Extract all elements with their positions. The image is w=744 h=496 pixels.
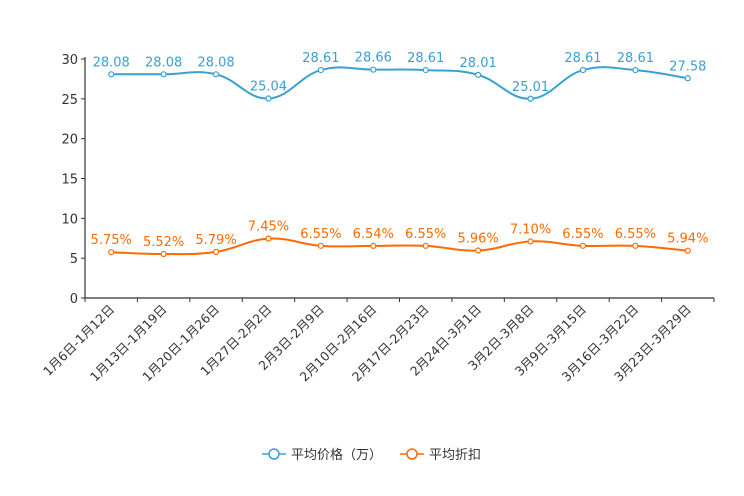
data-point[interactable] (475, 71, 482, 78)
data-point[interactable] (212, 71, 220, 78)
data-label: 28.66 (355, 51, 392, 66)
series-line (111, 237, 688, 256)
data-point[interactable] (370, 66, 377, 73)
data-label: 28.01 (460, 56, 497, 71)
data-label: 27.58 (669, 59, 706, 74)
data-label: 28.08 (93, 55, 130, 70)
data-point[interactable] (475, 247, 482, 254)
data-label: 5.75% (91, 233, 132, 248)
legend-marker-icon (406, 448, 418, 460)
data-point[interactable] (579, 66, 587, 74)
data-point[interactable] (317, 66, 324, 74)
data-label: 6.55% (300, 227, 341, 242)
data-label: 6.55% (405, 227, 446, 242)
data-label: 28.61 (564, 51, 601, 66)
data-point[interactable] (527, 95, 534, 102)
series-1: 5.75% 5.52% 5.79% 7.45% 6.55% 6.54% 6.55% 5.96%… (91, 220, 708, 258)
data-point[interactable] (265, 95, 272, 102)
data-label: 25.01 (512, 80, 549, 95)
data-point[interactable] (422, 66, 429, 74)
data-point[interactable] (160, 250, 167, 258)
data-label: 28.61 (302, 51, 339, 66)
y-tick-label: 20 (61, 133, 78, 148)
data-point[interactable] (160, 71, 167, 78)
data-point[interactable] (370, 242, 377, 249)
data-label: 5.79% (195, 233, 236, 248)
y-tick-label: 0 (70, 292, 78, 307)
data-point[interactable] (684, 247, 691, 254)
data-point[interactable] (212, 248, 220, 255)
data-point[interactable] (579, 242, 587, 249)
legend-item-0[interactable]: 平均价格（万） (262, 447, 382, 463)
data-label: 7.45% (248, 220, 289, 235)
data-label: 6.54% (353, 227, 394, 242)
data-label: 28.61 (407, 51, 444, 66)
legend-label: 平均价格（万） (291, 447, 382, 463)
data-point[interactable] (632, 66, 639, 74)
y-tick-label: 10 (61, 212, 78, 227)
data-point[interactable] (527, 238, 534, 245)
data-label: 5.96% (457, 232, 498, 247)
series-0: 28.08 28.08 28.08 25.04 28.61 28.66 28.61 28.01… (93, 51, 706, 102)
y-tick-label: 15 (61, 173, 78, 188)
data-point[interactable] (422, 242, 429, 249)
data-label: 25.04 (250, 80, 287, 95)
data-point[interactable] (265, 235, 272, 242)
data-label: 28.08 (197, 55, 234, 70)
legend-item-1[interactable]: 平均折扣 (400, 448, 481, 463)
data-label: 6.55% (562, 227, 603, 242)
legend-label: 平均折扣 (429, 448, 481, 463)
data-label: 7.10% (510, 222, 551, 237)
legend-marker-icon (268, 448, 280, 460)
data-point[interactable] (632, 242, 639, 249)
data-point[interactable] (108, 71, 115, 78)
data-label: 6.55% (615, 227, 656, 242)
data-point[interactable] (317, 242, 324, 249)
data-label: 5.52% (143, 235, 184, 250)
data-point[interactable] (684, 75, 691, 82)
data-point[interactable] (108, 249, 115, 256)
data-label: 28.08 (145, 55, 182, 70)
series-line (111, 66, 688, 100)
y-tick-label: 30 (61, 53, 78, 68)
y-tick-label: 25 (61, 93, 78, 108)
data-label: 5.94% (667, 232, 708, 247)
y-tick-label: 5 (70, 252, 78, 267)
data-label: 28.61 (617, 51, 654, 66)
